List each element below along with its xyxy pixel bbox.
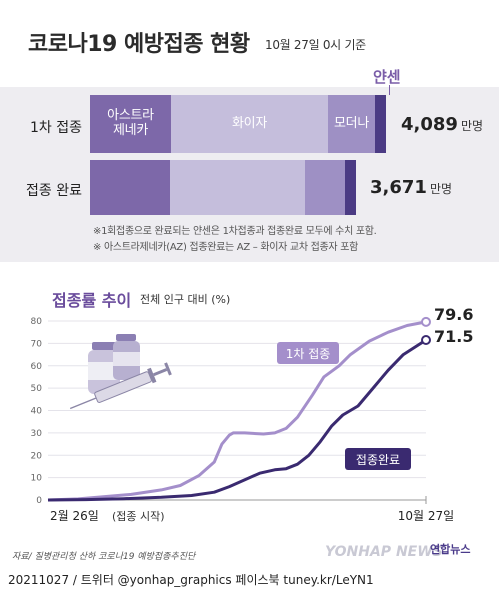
series-name-label: 1차 접종 — [286, 347, 331, 361]
chart-grid: 0 10 20 30 40 50 60 70 80 — [31, 317, 427, 506]
bar-segment-0-0: 아스트라 제네카 — [90, 95, 171, 153]
series-lines — [47, 316, 431, 502]
watermark: YONHAP NEWS — [325, 544, 443, 560]
trend-title: 접종률 추이 — [52, 291, 132, 310]
bar-segment-1-1 — [170, 160, 305, 215]
janssen-pointer — [389, 85, 390, 95]
series-name-label: 접종완료 — [356, 453, 400, 467]
series-end-value: 71.5 — [434, 327, 473, 346]
total-fully-vaccinated-value: 3,671 — [370, 177, 427, 198]
y-tick-label: 20 — [31, 451, 43, 461]
bar-fully-vaccinated — [90, 160, 356, 215]
bar-segment-1-3 — [345, 160, 356, 215]
footer-credit: 20211027 / 트위터 @yonhap_graphics 페이스북 tun… — [8, 573, 374, 587]
x-end-label: 10월 27일 — [398, 509, 454, 523]
row-label-fully-vaccinated: 접종 완료 — [26, 183, 82, 199]
syringe-icon — [69, 362, 172, 410]
bar-first-dose: 아스트라 제네카 화이자 모더나 — [90, 95, 386, 153]
row-label-first-dose: 1차 접종 — [30, 120, 82, 136]
bar-segment-0-3 — [375, 95, 386, 153]
yonhap-logo: 연합뉴스 — [430, 543, 471, 556]
total-first-dose-value: 4,089 — [401, 114, 458, 135]
note-janssen: ※1회접종으로 완료되는 얀센은 1차접종과 접종완료 모두에 수치 포함. — [93, 226, 377, 237]
y-tick-label: 80 — [31, 317, 43, 327]
bar-segment-0-2: 모더나 — [328, 95, 375, 153]
total-fully-vaccinated: 3,671 만명 — [370, 177, 452, 198]
y-tick-label: 70 — [31, 339, 43, 349]
x-axis-labels: 2월 26일 (접종 시작) 10월 27일 — [50, 509, 454, 523]
series-labels: 79.6 1차 접종 71.5 접종완료 — [277, 305, 473, 470]
bar-segment-0-1: 화이자 — [171, 95, 328, 153]
y-tick-label: 30 — [31, 429, 43, 439]
y-tick-label: 50 — [31, 384, 43, 394]
y-tick-label: 60 — [31, 362, 43, 372]
trend-subtitle: 전체 인구 대비 (%) — [140, 293, 231, 306]
vaccine-vials-illustration — [88, 334, 140, 394]
line-chart: 0 10 20 30 40 50 60 70 80 79.6 1차 접종 71.5 접종완료 2월 2… — [31, 305, 474, 523]
series-end-marker — [421, 316, 431, 327]
bar-segment-label: 아스트라 제네카 — [107, 108, 154, 138]
bar-segment-1-2 — [305, 160, 345, 215]
bar-segment-label: 모더나 — [334, 115, 369, 131]
page-title: 코로나19 예방접종 현황 — [28, 32, 250, 57]
x-start-label: 2월 26일 — [50, 509, 99, 523]
total-first-dose-unit: 만명 — [460, 119, 484, 133]
bar-segment-label: 화이자 — [232, 115, 267, 131]
series-badge — [277, 342, 339, 364]
y-tick-label: 40 — [31, 407, 43, 417]
x-start-note: (접종 시작) — [112, 510, 165, 523]
y-tick-label: 0 — [36, 496, 42, 506]
source-note: 자료/ 질병관리청 산하 코로나19 예방접종추진단 — [12, 552, 196, 562]
series-line-1 — [47, 338, 427, 502]
janssen-label: 얀센 — [373, 68, 401, 86]
total-first-dose: 4,089 만명 — [401, 114, 483, 135]
page-subtitle: 10월 27일 0시 기준 — [265, 38, 366, 52]
note-astrazeneca: ※ 아스트라제네카(AZ) 접종완료는 AZ – 화이자 교차 접종자 포함 — [93, 242, 358, 253]
bar-segment-1-0 — [90, 160, 170, 215]
series-line-0 — [47, 320, 427, 502]
y-tick-label: 10 — [31, 474, 43, 484]
series-end-marker — [421, 335, 431, 346]
series-badge — [345, 448, 411, 470]
total-fully-vaccinated-unit: 만명 — [429, 182, 453, 196]
series-end-value: 79.6 — [434, 305, 473, 324]
